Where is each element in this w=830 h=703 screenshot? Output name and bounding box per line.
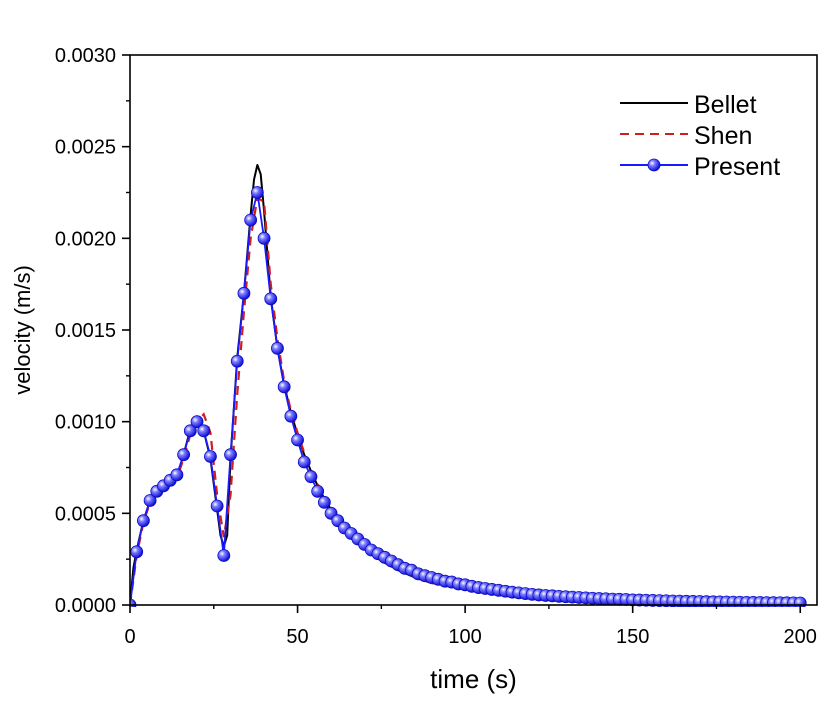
x-tick-label: 100 — [448, 626, 481, 648]
series-point-present — [130, 545, 144, 559]
series-point-present — [190, 415, 204, 429]
y-tick-label: 0.0025 — [55, 137, 116, 159]
y-tick-label: 0.0010 — [55, 412, 116, 434]
series-line-present — [130, 192, 801, 606]
series-point-present — [297, 455, 311, 469]
series-group — [130, 164, 807, 607]
series-point-present — [257, 231, 271, 245]
series-point-present — [183, 424, 197, 438]
x-tick-label: 150 — [616, 626, 649, 648]
y-axis-label: velocity (m/s) — [10, 265, 35, 395]
series-point-present — [250, 186, 264, 199]
y-tick-label: 0.0005 — [55, 503, 116, 525]
series-point-present — [311, 484, 325, 498]
series-point-present — [210, 499, 224, 513]
legend-marker-present — [647, 158, 661, 172]
legend-label-present: Present — [694, 153, 780, 181]
series-point-present — [237, 286, 251, 300]
series-point-present — [264, 292, 278, 306]
series-point-present — [224, 448, 237, 462]
series-point-present — [277, 380, 291, 394]
legend: Bellet Shen Present — [620, 91, 780, 181]
y-tick-label: 0.0030 — [55, 45, 116, 67]
series-point-present — [137, 514, 150, 528]
series-point-present — [317, 495, 331, 509]
series-point-present — [197, 424, 211, 438]
y-tick-label: 0.0015 — [55, 320, 116, 342]
legend-label-shen: Shen — [694, 122, 752, 150]
x-tick-label: 50 — [286, 626, 308, 648]
series-point-present — [217, 549, 231, 562]
series-point-present — [304, 470, 318, 484]
series-point-present — [291, 433, 304, 447]
series-point-present — [284, 409, 298, 423]
series-point-present — [271, 341, 284, 355]
y-tick-label: 0.0020 — [55, 228, 116, 250]
series-point-present — [143, 494, 157, 507]
series-point-present — [244, 213, 258, 227]
y-tick-label: 0.0000 — [55, 595, 116, 617]
series-line-bellet — [130, 164, 801, 606]
series-line-shen — [130, 196, 801, 606]
series-point-present — [204, 450, 217, 463]
series-point-present — [170, 468, 184, 482]
x-axis-label: time (s) — [430, 664, 517, 694]
series-point-present — [230, 354, 244, 368]
axis-group: 0 50 100 150 200 0.0000 0.0005 0.0010 0.0015 0.00… — [55, 45, 817, 648]
x-tick-label: 0 — [124, 626, 135, 648]
series-point-present — [177, 448, 191, 462]
legend-label-bellet: Bellet — [694, 91, 757, 119]
x-tick-label: 200 — [784, 626, 817, 648]
